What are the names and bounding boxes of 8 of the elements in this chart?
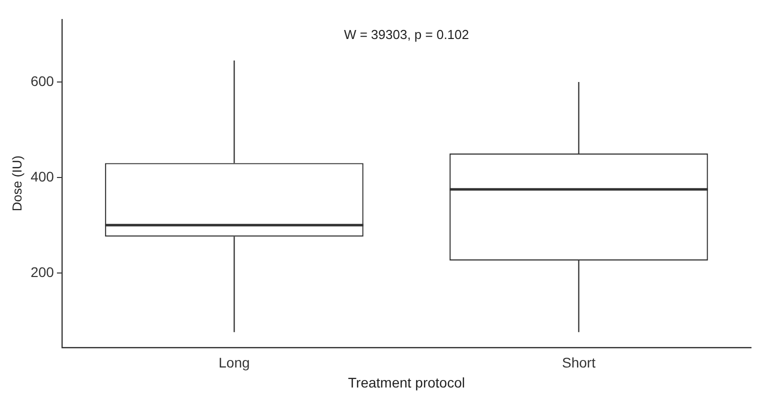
x-tick-label: Long (218, 354, 250, 371)
y-tick-label: 200 (30, 264, 54, 280)
y-tick-label: 400 (30, 168, 54, 184)
y-tick-label: 600 (30, 72, 54, 89)
x-axis-title: Treatment protocol (348, 374, 465, 390)
y-axis-title: Dose (IU) (9, 156, 24, 212)
annotation: W = 39303, p = 0.102 (344, 26, 470, 42)
x-tick-label: Short (562, 354, 596, 371)
